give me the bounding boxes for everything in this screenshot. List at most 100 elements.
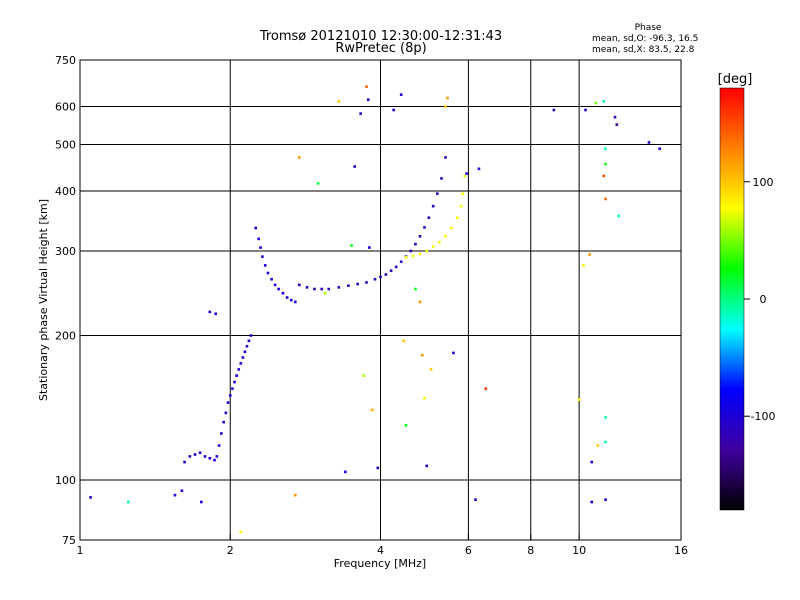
trace-point [440,177,443,180]
scatter-point [368,246,371,249]
scatter-point [316,182,320,185]
trace-point [203,455,207,458]
trace-point [431,245,435,249]
y-tick-label: 100 [55,474,76,487]
scatter-point [350,244,353,247]
scatter-point [584,108,587,112]
phase-stats-header: Phase [635,23,662,33]
scatter-point [588,253,591,256]
scatter-point [418,300,422,304]
scatter-point [602,100,605,103]
scatter-point [239,530,243,534]
scatter-point [365,85,368,88]
trace-point [320,287,324,291]
y-tick-label: 500 [55,139,76,152]
chart-subtitle: RwPretec (8p) [335,41,426,56]
scatter-point [613,115,617,119]
y-tick-label: 750 [55,54,76,67]
trace-point [327,287,331,291]
scatter-point [402,339,405,343]
trace-point [249,334,253,337]
trace-point [399,260,403,264]
scatter-point [590,500,594,504]
trace-point [337,286,341,289]
trace-point [259,246,262,249]
trace-point [247,339,251,343]
trace-point [208,456,212,460]
x-tick-label: 8 [527,544,534,557]
scatter-point [173,493,177,497]
trace-point [438,240,441,244]
data-points [89,85,661,534]
scatter-point [214,312,217,316]
trace-point [183,460,186,464]
scatter-point [577,398,581,402]
trace-point [436,192,439,195]
trace-point [231,387,234,390]
x-tick-label: 16 [674,544,688,557]
grid-lines [80,60,681,540]
trace-point [281,291,285,295]
trace-point [384,273,388,276]
trace-point [266,271,270,275]
chart-title: Tromsø 20121010 12:30:00-12:31:43 [259,29,502,44]
y-tick-label: 400 [55,185,76,198]
x-tick-label: 10 [572,544,586,557]
trace-point [217,444,221,447]
trace-point [235,374,238,377]
trace-point [297,283,301,287]
trace-point [444,156,447,159]
trace-point [193,453,197,456]
trace-point [418,234,422,238]
colorbar: [deg] 100 0 -100 [718,72,776,511]
trace-point [188,455,192,458]
scatter-point [297,156,301,159]
trace-point [418,252,422,256]
scatter-point [359,112,362,115]
y-tick-label: 200 [55,330,76,343]
trace-point [215,455,219,458]
trace-point [239,362,243,365]
trace-point [450,226,453,230]
trace-point [294,300,297,304]
scatter-point [658,147,661,151]
trace-point [459,204,463,208]
scatter-point [343,470,347,474]
scatter-point [446,96,449,100]
trace-point [373,277,377,281]
scatter-point [420,353,424,357]
trace-point [226,401,230,404]
scatter-point [127,500,130,504]
trace-point [241,356,245,359]
scatter-point [604,498,607,501]
scatter-point [602,174,605,178]
scatter-point [615,123,619,126]
trace-point [305,286,309,289]
scatter-point [404,424,408,427]
trace-point [237,368,241,371]
trace-point [461,192,465,195]
trace-point [257,237,260,241]
phase-stats-o: mean, sd,O: -96.3, 16.5 [592,34,698,44]
trace-point [423,226,426,229]
x-axis: 1 2 4 6 8 10 16 [77,534,688,557]
scatter-point [294,493,297,497]
trace-point [254,226,258,230]
trace-point [224,411,228,415]
y-tick-label: 600 [55,101,76,114]
x-tick-label: 1 [77,544,84,557]
colorbar-tick-label: -100 [751,410,776,423]
trace-point [277,287,280,291]
scatter-point [376,466,380,470]
scatter-point [647,141,651,144]
trace-point [263,264,267,267]
trace-point [414,242,417,246]
trace-point [404,256,408,259]
y-tick-label: 75 [62,534,76,547]
scatter-point [604,147,607,151]
scatter-point [594,101,598,105]
trace-point [243,350,247,354]
scatter-point [474,498,477,501]
scatter-point [590,460,594,464]
